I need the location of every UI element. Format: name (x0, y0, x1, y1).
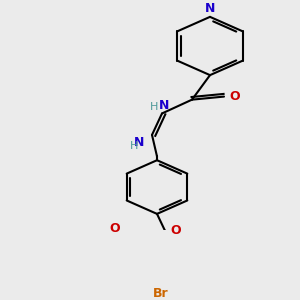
Text: N: N (205, 2, 215, 15)
Text: O: O (229, 90, 240, 103)
Text: O: O (110, 222, 120, 235)
Text: N: N (134, 136, 144, 149)
Text: H: H (130, 141, 138, 151)
Text: Br: Br (153, 287, 168, 300)
Text: O: O (170, 224, 181, 237)
Text: N: N (159, 99, 169, 112)
Text: H: H (150, 102, 158, 112)
